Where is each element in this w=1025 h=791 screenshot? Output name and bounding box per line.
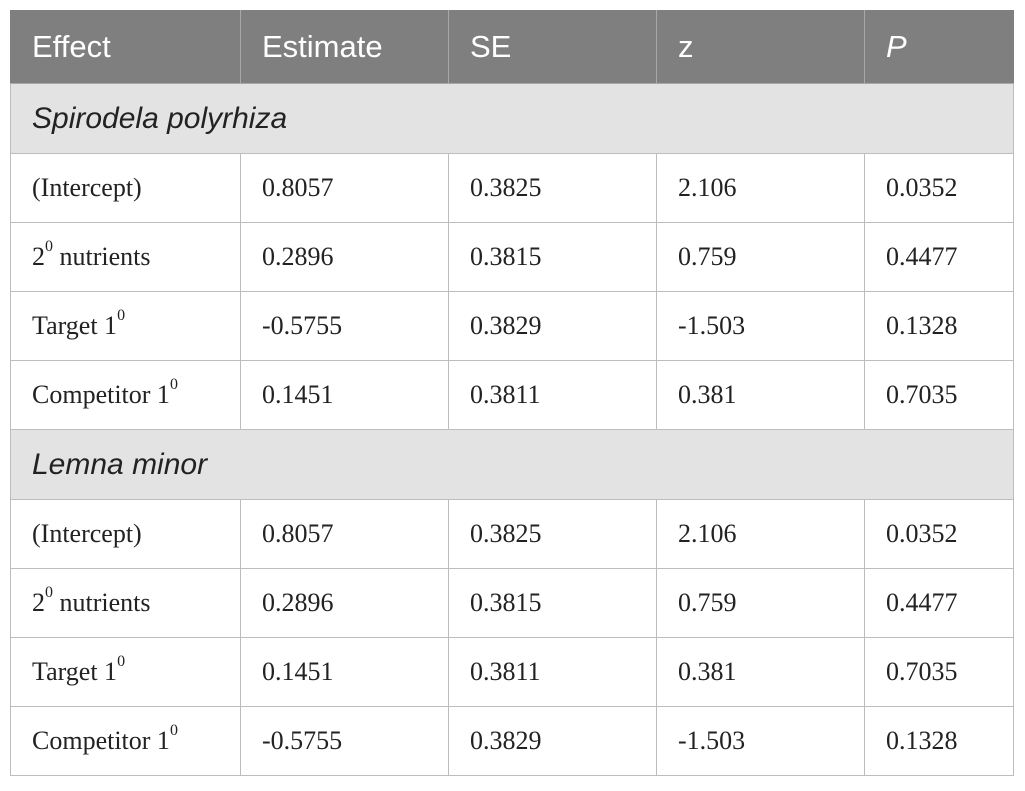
p-cell: 0.7035 (864, 637, 1014, 707)
table-row: Competitor 10 -0.5755 0.3829 -1.503 0.13… (10, 706, 1014, 776)
se-cell: 0.3815 (448, 222, 657, 292)
table-row: (Intercept) 0.8057 0.3825 2.106 0.0352 (10, 499, 1014, 569)
effect-label: (Intercept) (32, 173, 142, 202)
table-row: Competitor 10 0.1451 0.3811 0.381 0.7035 (10, 360, 1014, 430)
estimate-cell: 0.2896 (240, 222, 449, 292)
superscript: 0 (117, 307, 126, 325)
table-row: (Intercept) 0.8057 0.3825 2.106 0.0352 (10, 153, 1014, 223)
se-cell: 0.3829 (448, 706, 657, 776)
z-cell: 2.106 (656, 499, 865, 569)
effect-cell: 20 nutrients (10, 568, 241, 638)
estimate-cell: -0.5755 (240, 706, 449, 776)
estimate-cell: 0.8057 (240, 153, 449, 223)
results-table: Effect Estimate SE z P Spirodela polyrhi… (10, 10, 1014, 776)
estimate-cell: 0.1451 (240, 637, 449, 707)
header-p: P (864, 10, 1014, 84)
p-cell: 0.0352 (864, 153, 1014, 223)
se-cell: 0.3825 (448, 499, 657, 569)
se-cell: 0.3811 (448, 360, 657, 430)
estimate-cell: 0.2896 (240, 568, 449, 638)
p-cell: 0.7035 (864, 360, 1014, 430)
effect-label: 2 (32, 242, 45, 271)
header-estimate: Estimate (240, 10, 449, 84)
species-label: Lemna minor (10, 429, 1014, 500)
effect-cell: Competitor 10 (10, 360, 241, 430)
superscript: 0 (45, 584, 53, 602)
table-row: 20 nutrients 0.2896 0.3815 0.759 0.4477 (10, 222, 1014, 292)
p-cell: 0.4477 (864, 568, 1014, 638)
effect-label: nutrients (53, 242, 151, 271)
se-cell: 0.3815 (448, 568, 657, 638)
effect-label: 2 (32, 588, 45, 617)
table-row: Target 10 0.1451 0.3811 0.381 0.7035 (10, 637, 1014, 707)
estimate-cell: -0.5755 (240, 291, 449, 361)
superscript: 0 (117, 653, 126, 671)
effect-cell: 20 nutrients (10, 222, 241, 292)
superscript: 0 (169, 722, 178, 740)
table-row: Target 10 -0.5755 0.3829 -1.503 0.1328 (10, 291, 1014, 361)
effect-label: Competitor 1 (32, 726, 170, 755)
z-cell: -1.503 (656, 706, 865, 776)
z-cell: 0.759 (656, 568, 865, 638)
se-cell: 0.3829 (448, 291, 657, 361)
species-label: Spirodela polyrhiza (10, 83, 1014, 154)
effect-label: nutrients (53, 588, 151, 617)
header-effect: Effect (10, 10, 241, 84)
p-cell: 0.0352 (864, 499, 1014, 569)
estimate-cell: 0.8057 (240, 499, 449, 569)
superscript: 0 (169, 376, 178, 394)
superscript: 0 (45, 238, 53, 256)
p-cell: 0.4477 (864, 222, 1014, 292)
effect-label: Competitor 1 (32, 380, 170, 409)
header-z: z (656, 10, 865, 84)
se-cell: 0.3825 (448, 153, 657, 223)
species-group-row: Lemna minor (10, 429, 1014, 500)
effect-label: Target 1 (32, 311, 118, 340)
header-row: Effect Estimate SE z P (10, 10, 1014, 84)
effect-cell: Target 10 (10, 637, 241, 707)
effect-label: (Intercept) (32, 519, 142, 548)
effect-cell: Competitor 10 (10, 706, 241, 776)
z-cell: 2.106 (656, 153, 865, 223)
p-cell: 0.1328 (864, 291, 1014, 361)
effect-cell: (Intercept) (10, 499, 241, 569)
p-cell: 0.1328 (864, 706, 1014, 776)
effect-label: Target 1 (32, 657, 118, 686)
effect-cell: (Intercept) (10, 153, 241, 223)
species-group-row: Spirodela polyrhiza (10, 83, 1014, 154)
table-row: 20 nutrients 0.2896 0.3815 0.759 0.4477 (10, 568, 1014, 638)
se-cell: 0.3811 (448, 637, 657, 707)
estimate-cell: 0.1451 (240, 360, 449, 430)
header-se: SE (448, 10, 657, 84)
effect-cell: Target 10 (10, 291, 241, 361)
z-cell: 0.381 (656, 360, 865, 430)
z-cell: -1.503 (656, 291, 865, 361)
z-cell: 0.381 (656, 637, 865, 707)
z-cell: 0.759 (656, 222, 865, 292)
